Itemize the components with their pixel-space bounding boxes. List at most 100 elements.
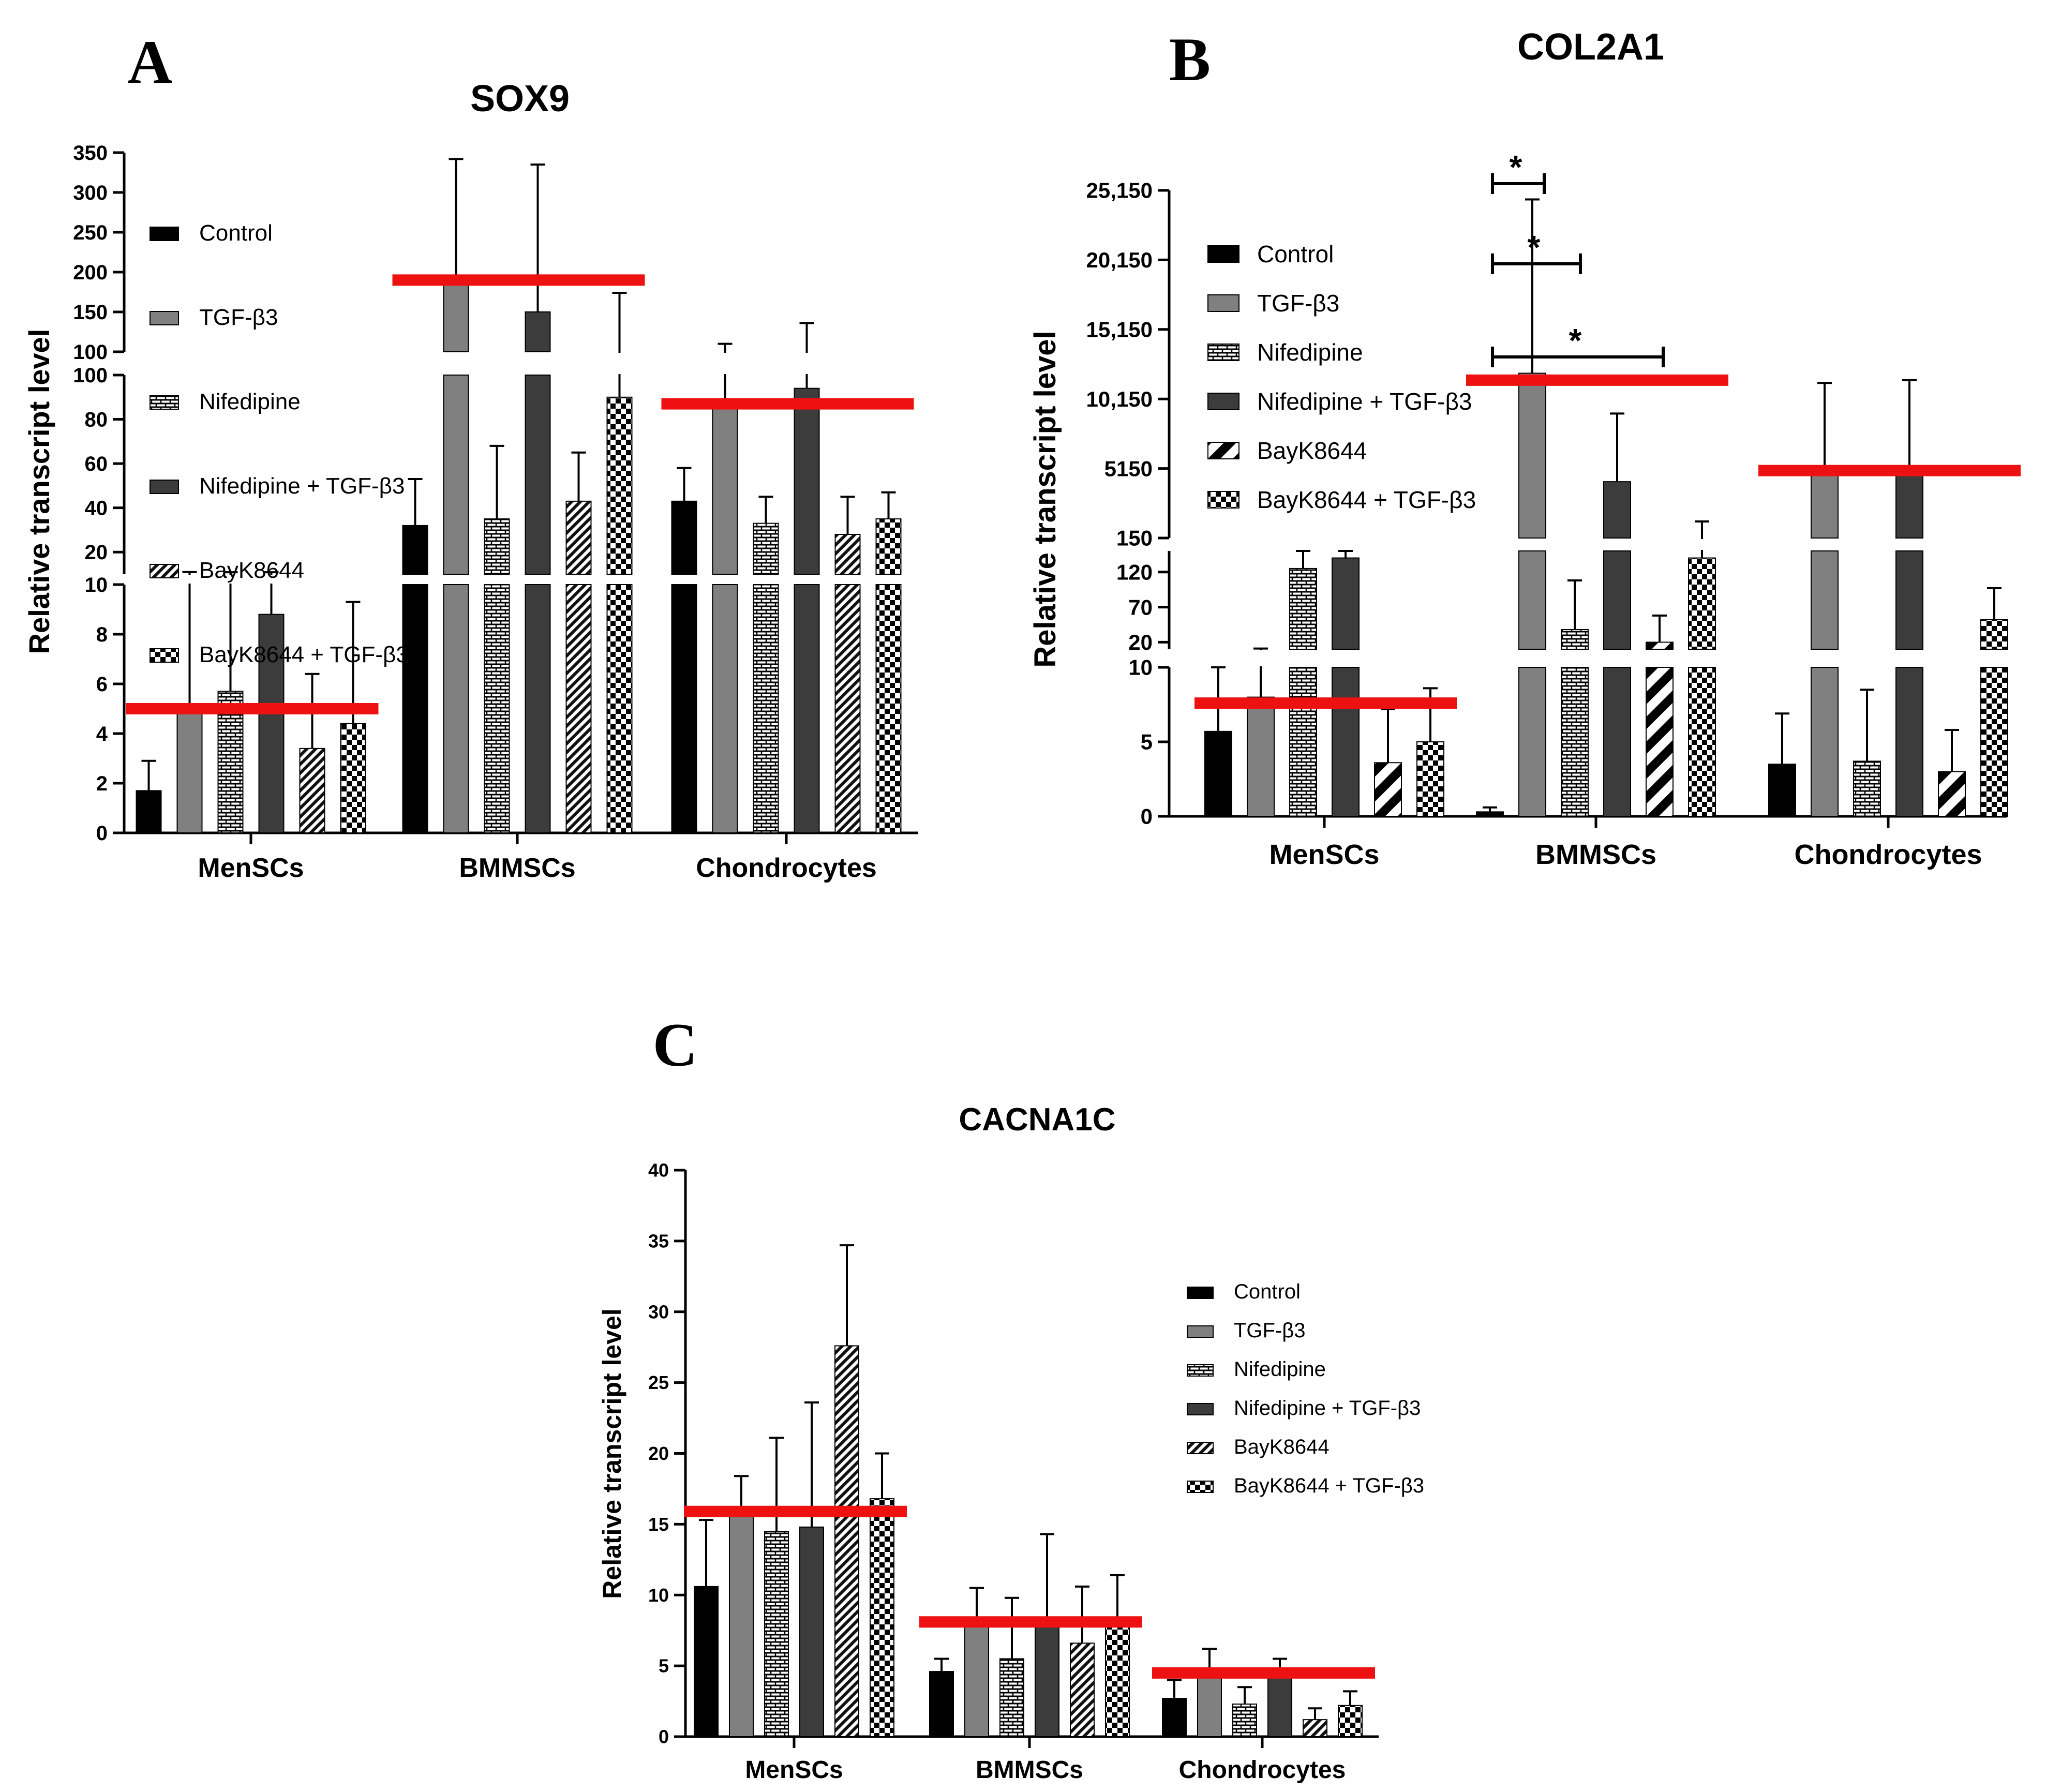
y-tick-label: 20 xyxy=(85,541,108,564)
y-tick-label: 35 xyxy=(648,1230,669,1251)
bar-3-0 xyxy=(799,1526,824,1738)
bar-2-2-seg1 xyxy=(753,522,779,575)
panel-c: C CACNA1C Relative transcript level 0 5 10 15 2… xyxy=(598,1010,1424,1784)
y-tick-label: 300 xyxy=(73,182,108,204)
bar-0-0-seg0 xyxy=(136,790,162,834)
bar-1-2-seg0 xyxy=(1811,667,1839,817)
axis-break-gap xyxy=(126,353,920,374)
bar-1-1-seg0 xyxy=(1518,667,1546,817)
bar-2-1 xyxy=(999,1658,1024,1737)
legend-label: Nifedipine xyxy=(1257,339,1363,366)
legend-label: BayK8644 xyxy=(1234,1436,1330,1458)
bar-3-2-seg1 xyxy=(1895,550,1923,650)
bar-5-0-seg0 xyxy=(1416,741,1444,817)
legend-label: Control xyxy=(1234,1280,1301,1303)
y-tick-label: 120 xyxy=(1116,560,1153,584)
bar-3-1-seg0 xyxy=(1603,667,1631,817)
bar-3-2-seg0 xyxy=(1895,667,1923,817)
bar-0-1-seg0 xyxy=(1476,811,1504,817)
y-tick-label: 250 xyxy=(73,221,108,244)
y-tick-label: 200 xyxy=(73,261,108,284)
bar-0-0-seg0 xyxy=(1204,730,1232,817)
bar-5-0-seg0 xyxy=(340,723,366,834)
category-label: Chondrocytes xyxy=(1794,839,1982,870)
bar-5-2-seg1 xyxy=(1980,619,2008,650)
category-label: BMMSCs xyxy=(1535,839,1656,870)
bar-5-2-seg0 xyxy=(875,584,902,833)
legend-swatch xyxy=(150,648,179,663)
legend-swatch xyxy=(1187,1287,1214,1299)
y-tick-label: 10,150 xyxy=(1086,387,1153,411)
legend-swatch xyxy=(1187,1442,1214,1454)
bar-1-0-seg0 xyxy=(1247,696,1275,817)
bar-2-1-seg1 xyxy=(1561,629,1589,650)
category-label: MenSCs xyxy=(198,853,304,883)
category-label: MenSCs xyxy=(745,1756,843,1784)
bar-3-2-seg1 xyxy=(794,387,820,575)
bar-0-2-seg0 xyxy=(671,584,697,833)
bar-0-1-seg1 xyxy=(402,525,428,575)
legend-swatch xyxy=(1207,245,1239,263)
legend-label: Control xyxy=(199,220,273,246)
significance-star: * xyxy=(1569,322,1582,359)
y-tick-label: 20,150 xyxy=(1086,248,1153,272)
bar-5-1-seg1 xyxy=(606,396,633,575)
y-tick-label: 0 xyxy=(96,822,108,845)
legend-label: Control xyxy=(1257,241,1334,267)
bar-2-0-seg0 xyxy=(1289,667,1317,817)
y-tick-label: 10 xyxy=(1128,655,1153,680)
legend-swatch xyxy=(150,311,179,325)
legend-label: BayK8644 + TGF-β3 xyxy=(1257,486,1476,513)
legend-label: Nifedipine + TGF-β3 xyxy=(1257,388,1472,415)
y-tick-label: 25 xyxy=(648,1372,669,1393)
y-axis-label: Relative transcript level xyxy=(1028,331,1062,667)
bar-1-0 xyxy=(729,1510,754,1737)
y-tick-label: 100 xyxy=(73,341,108,364)
y-tick-label: 10 xyxy=(648,1585,669,1606)
legend-label: BayK8644 xyxy=(1257,437,1367,464)
legend-label: BayK8644 xyxy=(199,558,304,583)
legend-swatch xyxy=(150,395,179,410)
legend-label: Nifedipine + TGF-β3 xyxy=(1234,1397,1421,1420)
chart-title: SOX9 xyxy=(470,78,570,120)
y-tick-label: 6 xyxy=(96,673,108,696)
y-tick-label: 10 xyxy=(85,574,108,596)
bar-1-2-seg2 xyxy=(1811,473,1839,539)
bar-4-0-seg0 xyxy=(1374,762,1402,817)
y-tick-label: 15,150 xyxy=(1086,318,1153,342)
bar-4-0-seg0 xyxy=(299,748,325,834)
bar-2-1-seg0 xyxy=(1561,667,1589,817)
legend-swatch xyxy=(150,564,179,578)
y-tick-label: 15 xyxy=(648,1514,669,1535)
bar-4-2-seg0 xyxy=(1938,771,1966,817)
bar-3-1-seg2 xyxy=(525,311,551,352)
bar-0-1 xyxy=(929,1671,954,1737)
bar-1-2-seg1 xyxy=(1811,550,1839,650)
bar-1-1-seg1 xyxy=(1518,550,1546,650)
category-label: BMMSCs xyxy=(459,853,575,883)
y-tick-label: 150 xyxy=(1116,526,1153,550)
bar-2-2-seg0 xyxy=(753,584,779,833)
bar-3-0-seg1 xyxy=(1332,557,1360,650)
y-tick-label: 4 xyxy=(96,723,108,745)
panel-a: A SOX9 Relative transcript level 0 2 4 6 8 10 20 4… xyxy=(23,27,920,883)
legend-swatch xyxy=(1207,442,1239,459)
bar-1-1-seg2 xyxy=(443,279,469,353)
y-tick-label: 350 xyxy=(73,142,108,165)
bar-4-0 xyxy=(834,1345,859,1737)
legend-label: BayK8644 + TGF-β3 xyxy=(199,642,409,667)
bar-4-2-seg1 xyxy=(834,534,861,575)
bar-3-1 xyxy=(1035,1623,1059,1737)
bar-4-1-seg1 xyxy=(1646,641,1674,650)
bar-2-0 xyxy=(764,1531,789,1737)
legend-swatch xyxy=(1207,393,1239,410)
legend-label: TGF-β3 xyxy=(199,305,278,330)
bar-0-0 xyxy=(694,1586,719,1737)
y-tick-label: 60 xyxy=(85,453,108,475)
legend-label: Nifedipine + TGF-β3 xyxy=(199,473,405,499)
bar-4-1-seg0 xyxy=(1646,667,1674,817)
bar-0-2 xyxy=(1162,1698,1187,1737)
bar-3-0-seg0 xyxy=(1332,667,1360,817)
